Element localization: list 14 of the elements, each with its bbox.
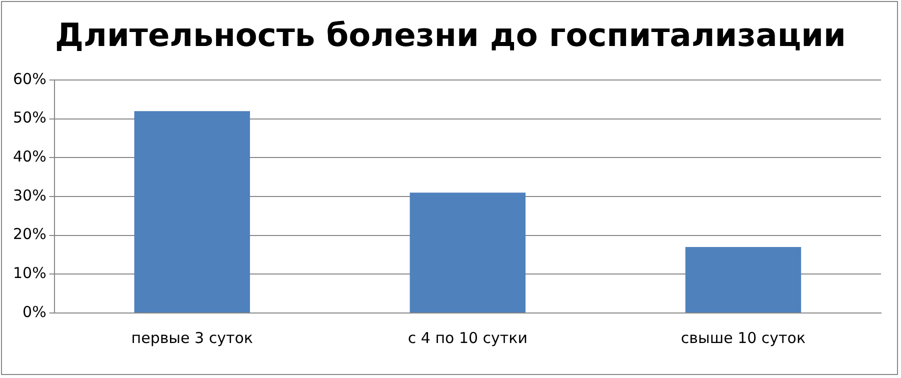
bar <box>685 246 802 312</box>
bar <box>134 111 250 312</box>
bar <box>410 192 526 312</box>
y-tick-label: 40% <box>12 148 46 166</box>
chart-title: Длительность болезни до госпитализации <box>54 16 847 54</box>
x-tick-label: свыше 10 суток <box>680 328 806 347</box>
y-tick-label: 50% <box>12 108 46 127</box>
y-tick-label: 0% <box>22 302 46 321</box>
x-tick-label: с 4 по 10 сутки <box>408 328 528 347</box>
y-tick-label: 10% <box>12 264 46 282</box>
y-tick-label: 60% <box>12 70 46 88</box>
y-tick-label: 30% <box>12 186 46 204</box>
y-tick-label: 20% <box>12 225 46 244</box>
x-tick-label: первые 3 суток <box>131 328 253 347</box>
